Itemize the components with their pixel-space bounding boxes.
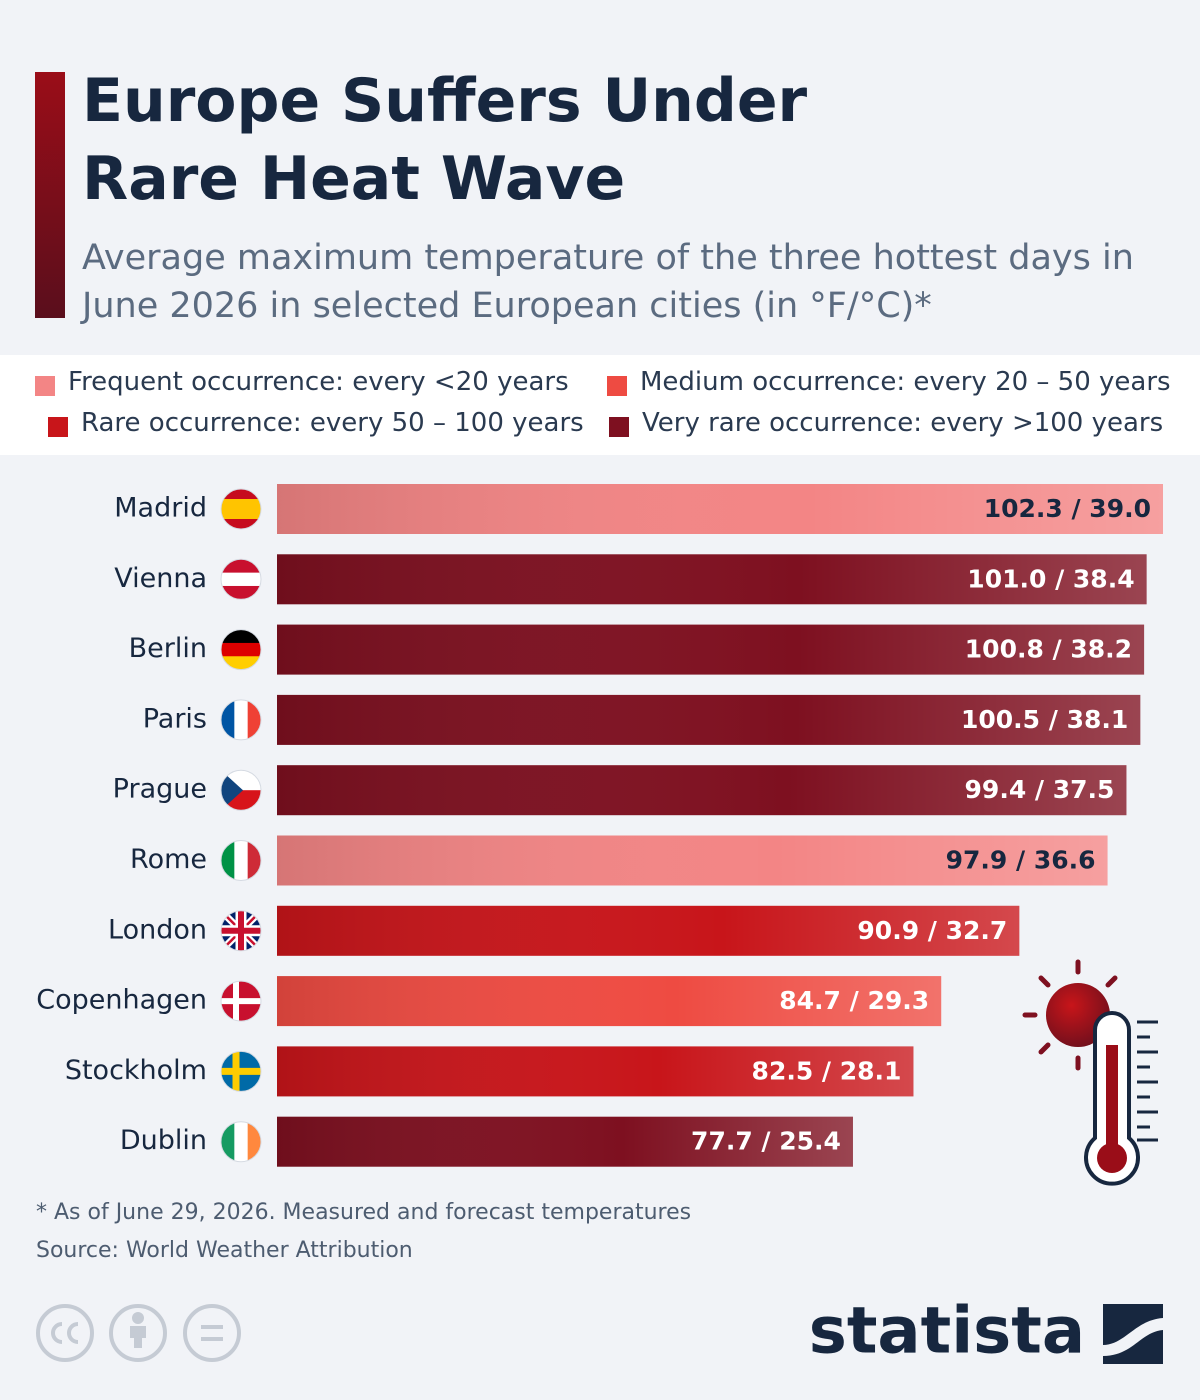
title-accent	[35, 72, 65, 318]
flag-part	[234, 1121, 249, 1162]
flag-part	[221, 519, 261, 529]
flag	[221, 981, 261, 1022]
flag	[221, 489, 261, 529]
bar-shade	[277, 905, 1020, 956]
category-label: Madrid	[114, 493, 207, 524]
flag-outline	[220, 840, 262, 881]
category-label: Berlin	[129, 633, 207, 664]
flag-outline	[220, 910, 262, 952]
flag-part	[221, 1051, 261, 1092]
flag-outline	[220, 558, 262, 600]
flag-part	[234, 699, 249, 740]
category-label: Prague	[113, 774, 207, 805]
flag	[221, 629, 261, 670]
category-label: Copenhagen	[36, 985, 207, 1016]
flag-part	[221, 910, 261, 951]
category-label: London	[108, 914, 207, 945]
legend-label: Frequent occurrence: every <20 years	[68, 367, 569, 397]
category-label: Paris	[143, 703, 207, 734]
flag-part	[221, 629, 261, 644]
value-label: 97.9 / 36.6	[946, 846, 1096, 875]
flag-part	[221, 699, 235, 740]
category-label: Rome	[130, 844, 207, 875]
flag-outline	[220, 1121, 262, 1163]
flag	[221, 559, 261, 600]
bar-shade	[277, 554, 1147, 605]
flag-outline	[220, 699, 262, 741]
value-label: 84.7 / 29.3	[779, 986, 929, 1015]
category-label: Vienna	[114, 563, 207, 594]
bar-shade	[277, 765, 1127, 816]
license-icons	[36, 1304, 241, 1362]
subtitle: Average maximum temperature of the three…	[82, 238, 1134, 326]
flag-part	[247, 840, 261, 881]
flag-part	[221, 656, 261, 670]
flag	[221, 699, 261, 740]
source: Source: World Weather Attribution	[36, 1238, 413, 1263]
flag-part	[221, 1121, 235, 1162]
legend-swatch	[35, 376, 55, 396]
bar-shade	[277, 1046, 914, 1097]
flag-part	[221, 840, 235, 881]
value-label: 100.5 / 38.1	[961, 705, 1128, 734]
flag	[221, 770, 261, 811]
legend-label: Very rare occurrence: every >100 years	[642, 408, 1164, 438]
legend-label: Rare occurrence: every 50 – 100 years	[81, 408, 584, 438]
value-label: 100.8 / 38.2	[965, 635, 1132, 664]
flag	[221, 840, 261, 881]
flag-outline	[220, 1050, 262, 1092]
bar-shade	[277, 624, 1145, 675]
brand-logo: statista	[809, 1295, 1085, 1369]
value-label: 90.9 / 32.7	[857, 916, 1007, 945]
flag-outline	[220, 769, 262, 811]
legend	[0, 355, 1200, 455]
flag-part	[221, 499, 261, 510]
flag-part	[221, 585, 261, 600]
legend-swatch	[609, 417, 629, 437]
flag-part	[221, 642, 261, 657]
flag-part	[247, 699, 261, 740]
title: Europe Suffers Under Rare Heat Wave	[82, 66, 808, 214]
flag-part	[234, 840, 249, 881]
legend-swatch	[48, 417, 68, 437]
flag	[221, 1051, 261, 1092]
flag-part	[247, 1121, 261, 1162]
flag	[221, 1121, 261, 1162]
legend-swatch	[607, 376, 627, 396]
flag-part	[221, 489, 261, 500]
flag-part	[221, 572, 261, 587]
flag-part	[221, 770, 243, 811]
flag-outline	[220, 629, 262, 671]
category-label: Dublin	[120, 1125, 207, 1156]
bar-shade	[277, 835, 1108, 886]
flag	[221, 910, 261, 951]
bar-shade	[277, 484, 1163, 534]
flag-part	[221, 981, 261, 1022]
brand-mark	[1103, 1304, 1163, 1364]
flag-outline	[220, 488, 262, 530]
flag-part	[221, 559, 261, 574]
category-label: Stockholm	[65, 1055, 207, 1086]
value-label: 82.5 / 28.1	[752, 1056, 902, 1085]
thermometer	[1084, 1011, 1158, 1186]
bar-shade	[277, 694, 1141, 745]
flag-part	[221, 509, 261, 520]
value-label: 99.4 / 37.5	[965, 775, 1115, 804]
value-label: 101.0 / 38.4	[967, 564, 1134, 593]
note: * As of June 29, 2026. Measured and fore…	[36, 1200, 692, 1225]
legend-label: Medium occurrence: every 20 – 50 years	[640, 367, 1171, 397]
bar-shade	[277, 976, 942, 1027]
flag-outline	[220, 980, 262, 1022]
value-label: 77.7 / 25.4	[691, 1127, 841, 1156]
bar-shade	[277, 1116, 853, 1167]
value-label: 102.3 / 39.0	[984, 494, 1151, 523]
